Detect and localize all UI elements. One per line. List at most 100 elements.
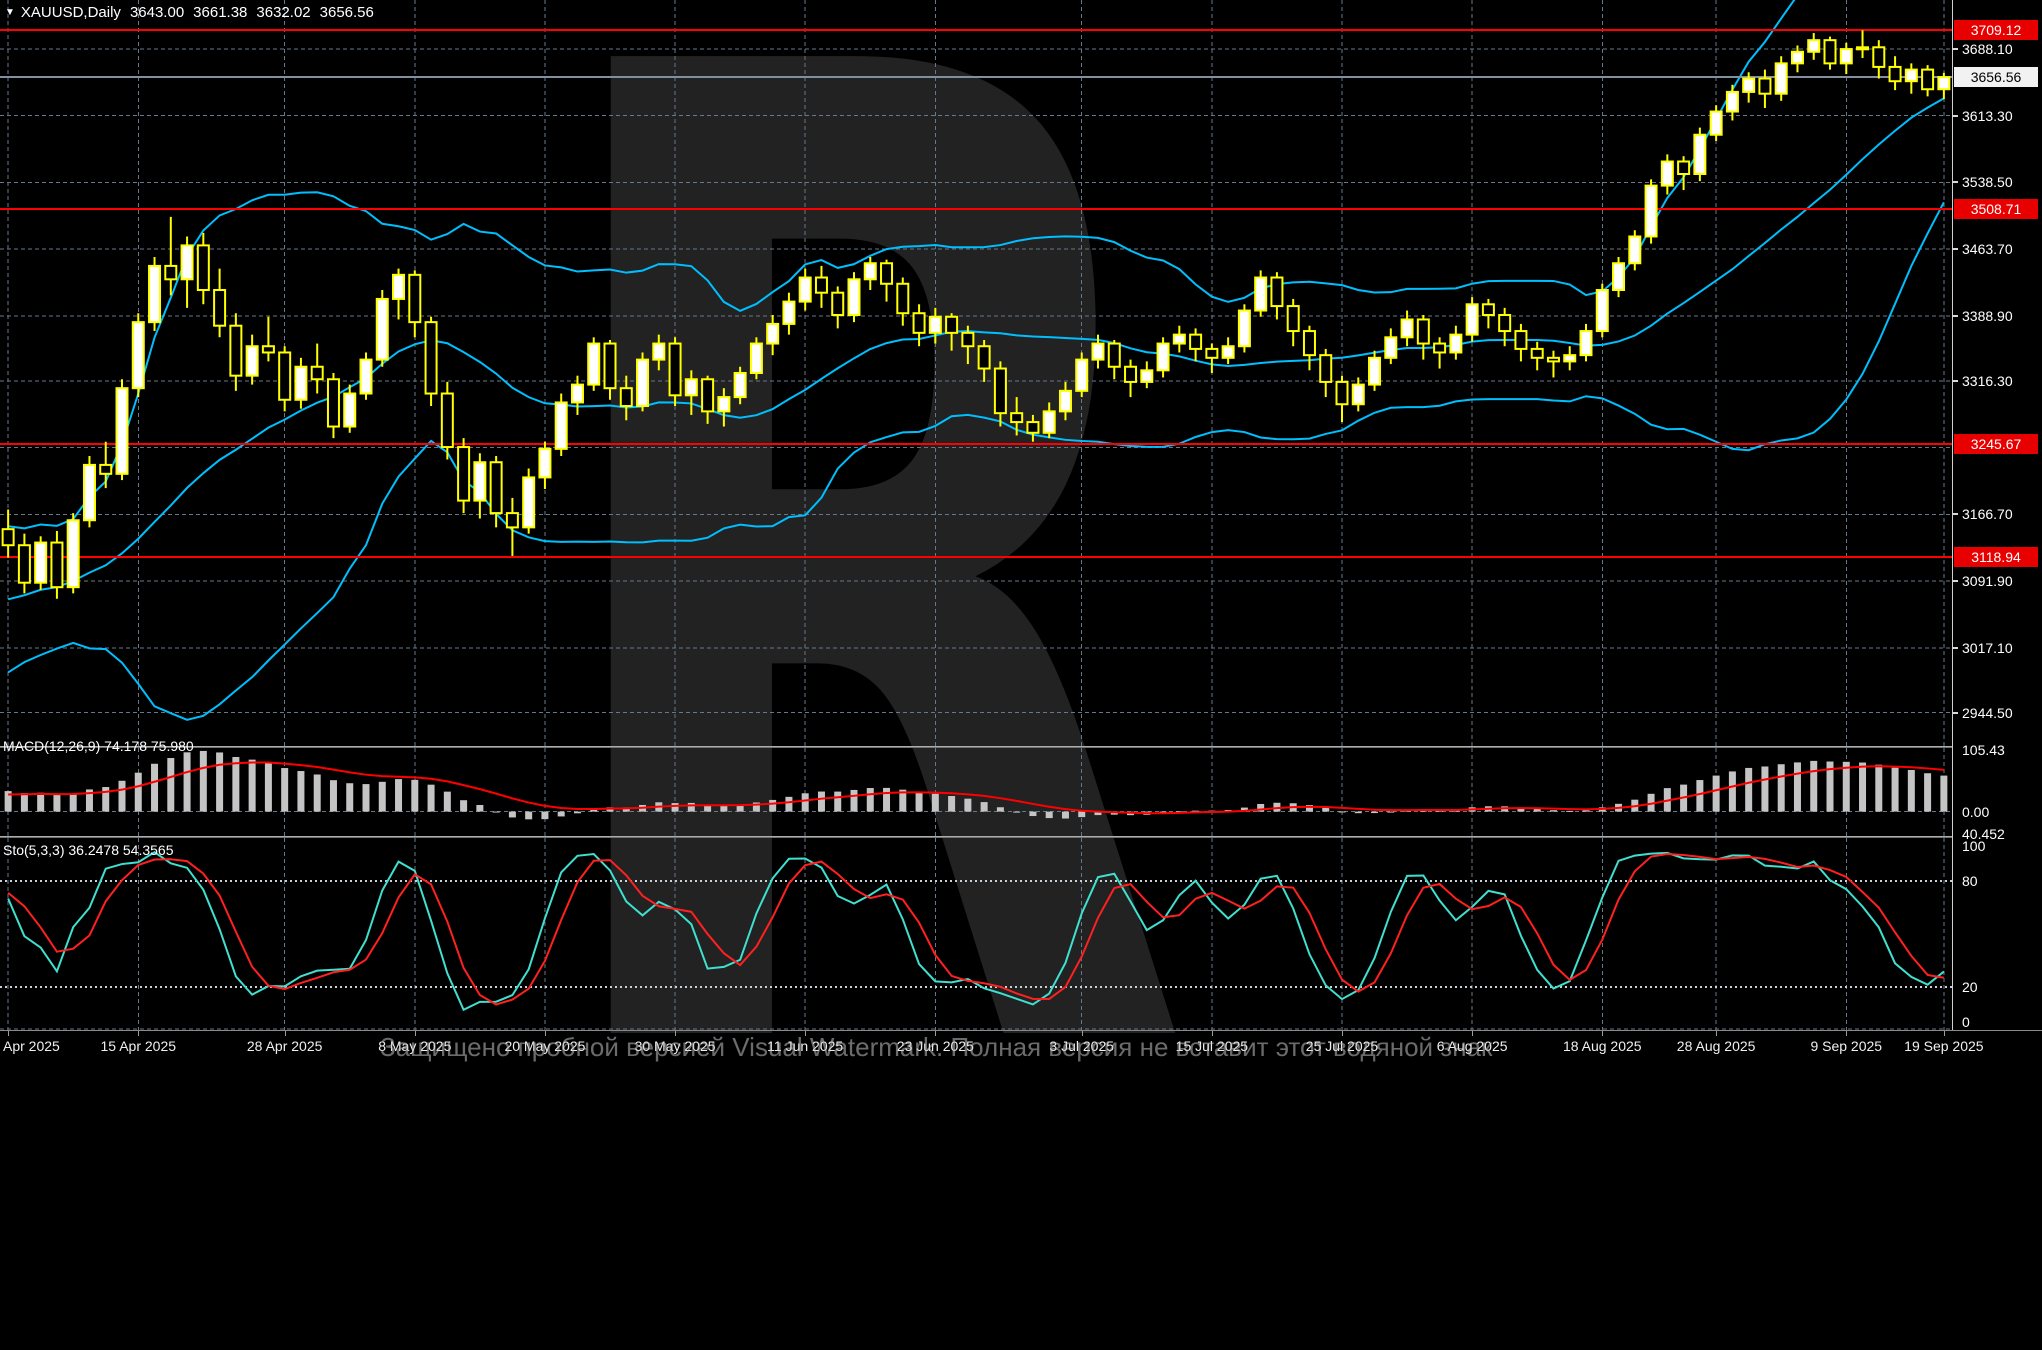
candle: [863, 262, 877, 281]
time-label: 19 Sep 2025: [1904, 1038, 1984, 1054]
price-grid-label: 3017.10: [1962, 640, 2013, 656]
candle: [294, 365, 308, 401]
candle: [1579, 330, 1593, 357]
time-label: 20 May 2025: [504, 1038, 586, 1054]
candle: [278, 351, 292, 401]
symbol-dropdown-icon[interactable]: ▼: [5, 7, 15, 18]
candle: [1921, 68, 1935, 91]
time-axis[interactable]: Apr 2025 15 Apr 2025 28 Apr 2025 8 May 2025…: [0, 1031, 2042, 1064]
ohlc-high: 3661.38: [193, 4, 248, 21]
bollinger-upper: [8, 0, 1796, 530]
candle: [1774, 62, 1788, 95]
axis-tick: [1952, 48, 1958, 50]
candle: [1725, 90, 1739, 113]
macd-axis-label: 40.452: [1962, 826, 2005, 842]
candle: [440, 392, 454, 449]
time-label: 15 Apr 2025: [100, 1038, 177, 1054]
stochastic-name: Sto(5,3,3): [3, 842, 65, 858]
candle: [180, 244, 194, 281]
candle: [1384, 336, 1398, 359]
candle: [814, 276, 828, 294]
candle: [1709, 110, 1723, 136]
axis-tick: [1952, 380, 1958, 382]
candle: [505, 512, 519, 529]
candle: [1546, 356, 1560, 363]
time-label: 6 Aug 2025: [1436, 1038, 1508, 1054]
time-tick: [805, 1031, 806, 1036]
candle: [1937, 76, 1951, 91]
candle: [1, 528, 15, 547]
macd-panel[interactable]: [0, 748, 1952, 836]
time-label: 8 May 2025: [378, 1038, 452, 1054]
macd-indicator-label: MACD(12,26,9) 74.178 75.980: [3, 738, 194, 754]
price-levels[interactable]: [0, 29, 1952, 558]
bollinger-lower: [7, 201, 1945, 721]
time-label: 23 Jun 2025: [896, 1038, 974, 1054]
candle: [1628, 235, 1642, 265]
candle: [1335, 380, 1349, 406]
candle: [245, 345, 259, 377]
candle: [587, 342, 601, 386]
sto-signal-line: [7, 853, 1945, 1006]
stochastic-panel[interactable]: [0, 838, 1952, 1030]
candle: [798, 276, 812, 303]
candle: [1254, 276, 1268, 312]
candle: [1595, 289, 1609, 333]
candle: [310, 365, 324, 381]
main-chart[interactable]: [0, 0, 1952, 746]
candle: [636, 358, 650, 408]
candle: [1107, 342, 1121, 368]
time-tick: [1342, 1031, 1343, 1036]
candle: [1286, 305, 1300, 333]
candle: [1433, 342, 1447, 354]
candle: [213, 289, 227, 327]
price-axis-border: [1952, 0, 1953, 1030]
candle: [1514, 330, 1528, 350]
panel-separator[interactable]: [0, 746, 1952, 748]
time-tick: [8, 1031, 9, 1036]
candle: [99, 463, 113, 475]
candle: [326, 378, 340, 428]
panel-separator[interactable]: [0, 836, 1952, 838]
candle: [912, 312, 926, 334]
time-label: 28 Aug 2025: [1676, 1038, 1756, 1054]
price-level-badge[interactable]: 3709.12: [1954, 20, 2038, 40]
price-axis[interactable]: 3688.10 3613.30 3538.50 3463.70 3388.90 3316.…: [1952, 0, 2042, 1030]
price-grid-label: 3688.10: [1962, 41, 2013, 57]
candle: [1368, 356, 1382, 386]
candle: [880, 262, 894, 285]
candle: [359, 358, 373, 395]
candle: [928, 315, 942, 334]
price-grid-label: 3613.30: [1962, 108, 2013, 124]
candle: [261, 345, 275, 354]
candle: [424, 321, 438, 395]
time-tick: [1212, 1031, 1213, 1036]
macd-histogram: [4, 750, 1948, 820]
candle: [538, 447, 552, 479]
time-label: 25 Jul 2025: [1305, 1038, 1379, 1054]
sto-axis-label: 20: [1962, 979, 1978, 995]
candle: [148, 264, 162, 324]
candle: [1351, 383, 1365, 406]
price-level-badge[interactable]: 3508.71: [1954, 199, 2038, 219]
price-level-badge[interactable]: 3118.94: [1954, 547, 2038, 567]
candle: [1807, 39, 1821, 53]
time-tick: [1944, 1031, 1945, 1036]
stochastic-indicator-label: Sto(5,3,3) 36.2478 54.3565: [3, 842, 173, 858]
time-tick: [675, 1031, 676, 1036]
bollinger-bands: [7, 0, 1945, 721]
candle: [945, 315, 959, 334]
sto-main-line: [7, 850, 1945, 1012]
candle: [1091, 342, 1105, 361]
macd-name: MACD(12,26,9): [3, 738, 101, 754]
candle: [554, 401, 568, 450]
candle: [1058, 389, 1072, 413]
candle: [1319, 354, 1333, 383]
price-level-badge[interactable]: 3245.67: [1954, 434, 2038, 454]
macd-axis-label: 0.00: [1962, 804, 1990, 820]
candle: [82, 463, 96, 522]
sto-axis-label: 0: [1962, 1014, 1970, 1030]
axis-tick: [1952, 248, 1958, 250]
candle: [489, 461, 503, 515]
candle: [1302, 330, 1316, 357]
